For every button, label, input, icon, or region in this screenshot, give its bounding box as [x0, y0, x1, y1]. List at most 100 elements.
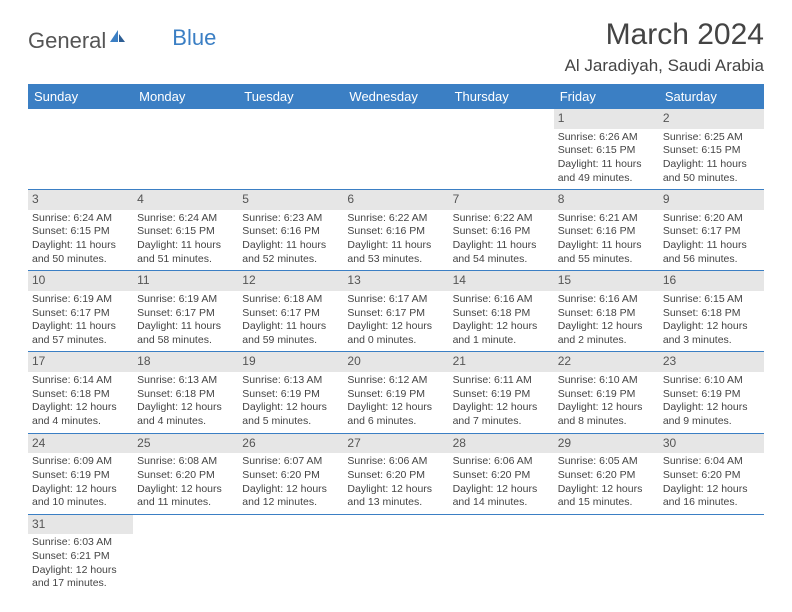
- sunset-text: Sunset: 6:18 PM: [453, 307, 550, 321]
- daylight-text: Daylight: 12 hours and 4 minutes.: [32, 401, 129, 428]
- day-body: Sunrise: 6:22 AMSunset: 6:16 PMDaylight:…: [343, 210, 448, 271]
- calendar-cell: 3Sunrise: 6:24 AMSunset: 6:15 PMDaylight…: [28, 190, 133, 271]
- day-body: Sunrise: 6:23 AMSunset: 6:16 PMDaylight:…: [238, 210, 343, 271]
- daylight-text: Daylight: 11 hours and 50 minutes.: [663, 158, 760, 185]
- day-number: 2: [659, 109, 764, 129]
- sunset-text: Sunset: 6:15 PM: [558, 144, 655, 158]
- sunrise-text: Sunrise: 6:23 AM: [242, 212, 339, 226]
- page-header: General Blue March 2024 Al Jaradiyah, Sa…: [28, 18, 764, 76]
- sunrise-text: Sunrise: 6:25 AM: [663, 131, 760, 145]
- day-body: Sunrise: 6:26 AMSunset: 6:15 PMDaylight:…: [554, 129, 659, 190]
- day-body: Sunrise: 6:21 AMSunset: 6:16 PMDaylight:…: [554, 210, 659, 271]
- calendar-cell: 1Sunrise: 6:26 AMSunset: 6:15 PMDaylight…: [554, 109, 659, 190]
- calendar-cell: [343, 514, 448, 595]
- calendar-cell: 16Sunrise: 6:15 AMSunset: 6:18 PMDayligh…: [659, 271, 764, 352]
- month-title: March 2024: [565, 18, 764, 52]
- sunset-text: Sunset: 6:20 PM: [663, 469, 760, 483]
- day-body: Sunrise: 6:25 AMSunset: 6:15 PMDaylight:…: [659, 129, 764, 190]
- calendar-cell: 8Sunrise: 6:21 AMSunset: 6:16 PMDaylight…: [554, 190, 659, 271]
- day-number: 11: [133, 271, 238, 291]
- calendar-cell: 21Sunrise: 6:11 AMSunset: 6:19 PMDayligh…: [449, 352, 554, 433]
- sunrise-text: Sunrise: 6:08 AM: [137, 455, 234, 469]
- calendar-cell: 15Sunrise: 6:16 AMSunset: 6:18 PMDayligh…: [554, 271, 659, 352]
- sunset-text: Sunset: 6:15 PM: [137, 225, 234, 239]
- sunset-text: Sunset: 6:15 PM: [32, 225, 129, 239]
- day-body: Sunrise: 6:13 AMSunset: 6:19 PMDaylight:…: [238, 372, 343, 433]
- sunrise-text: Sunrise: 6:07 AM: [242, 455, 339, 469]
- daylight-text: Daylight: 11 hours and 56 minutes.: [663, 239, 760, 266]
- day-number: 5: [238, 190, 343, 210]
- day-body: Sunrise: 6:19 AMSunset: 6:17 PMDaylight:…: [133, 291, 238, 352]
- calendar-cell: 23Sunrise: 6:10 AMSunset: 6:19 PMDayligh…: [659, 352, 764, 433]
- sunrise-text: Sunrise: 6:05 AM: [558, 455, 655, 469]
- sunrise-text: Sunrise: 6:17 AM: [347, 293, 444, 307]
- calendar-cell: 22Sunrise: 6:10 AMSunset: 6:19 PMDayligh…: [554, 352, 659, 433]
- col-sunday: Sunday: [28, 84, 133, 109]
- calendar-cell: 27Sunrise: 6:06 AMSunset: 6:20 PMDayligh…: [343, 433, 448, 514]
- sunrise-text: Sunrise: 6:19 AM: [32, 293, 129, 307]
- calendar-table: Sunday Monday Tuesday Wednesday Thursday…: [28, 84, 764, 595]
- sunrise-text: Sunrise: 6:14 AM: [32, 374, 129, 388]
- sunrise-text: Sunrise: 6:18 AM: [242, 293, 339, 307]
- sail-icon: [108, 28, 128, 44]
- day-number: 15: [554, 271, 659, 291]
- sunrise-text: Sunrise: 6:21 AM: [558, 212, 655, 226]
- calendar-cell: [28, 109, 133, 190]
- day-number: 29: [554, 434, 659, 454]
- sunset-text: Sunset: 6:19 PM: [663, 388, 760, 402]
- calendar-cell: 2Sunrise: 6:25 AMSunset: 6:15 PMDaylight…: [659, 109, 764, 190]
- calendar-cell: [238, 514, 343, 595]
- col-friday: Friday: [554, 84, 659, 109]
- daylight-text: Daylight: 12 hours and 12 minutes.: [242, 483, 339, 510]
- day-number: 8: [554, 190, 659, 210]
- calendar-cell: 14Sunrise: 6:16 AMSunset: 6:18 PMDayligh…: [449, 271, 554, 352]
- sunrise-text: Sunrise: 6:16 AM: [558, 293, 655, 307]
- sunset-text: Sunset: 6:21 PM: [32, 550, 129, 564]
- sunrise-text: Sunrise: 6:03 AM: [32, 536, 129, 550]
- day-number: 6: [343, 190, 448, 210]
- day-number: 19: [238, 352, 343, 372]
- sunrise-text: Sunrise: 6:04 AM: [663, 455, 760, 469]
- day-number: 12: [238, 271, 343, 291]
- daylight-text: Daylight: 11 hours and 54 minutes.: [453, 239, 550, 266]
- day-body: Sunrise: 6:20 AMSunset: 6:17 PMDaylight:…: [659, 210, 764, 271]
- calendar-cell: 18Sunrise: 6:13 AMSunset: 6:18 PMDayligh…: [133, 352, 238, 433]
- calendar-row: 24Sunrise: 6:09 AMSunset: 6:19 PMDayligh…: [28, 433, 764, 514]
- calendar-cell: 12Sunrise: 6:18 AMSunset: 6:17 PMDayligh…: [238, 271, 343, 352]
- sunset-text: Sunset: 6:19 PM: [558, 388, 655, 402]
- day-body: Sunrise: 6:04 AMSunset: 6:20 PMDaylight:…: [659, 453, 764, 514]
- day-body: Sunrise: 6:06 AMSunset: 6:20 PMDaylight:…: [449, 453, 554, 514]
- sunset-text: Sunset: 6:20 PM: [453, 469, 550, 483]
- sunset-text: Sunset: 6:19 PM: [347, 388, 444, 402]
- daylight-text: Daylight: 11 hours and 52 minutes.: [242, 239, 339, 266]
- sunrise-text: Sunrise: 6:26 AM: [558, 131, 655, 145]
- logo: General Blue: [28, 28, 216, 54]
- day-body: Sunrise: 6:24 AMSunset: 6:15 PMDaylight:…: [133, 210, 238, 271]
- calendar-cell: 5Sunrise: 6:23 AMSunset: 6:16 PMDaylight…: [238, 190, 343, 271]
- sunset-text: Sunset: 6:17 PM: [137, 307, 234, 321]
- calendar-cell: 10Sunrise: 6:19 AMSunset: 6:17 PMDayligh…: [28, 271, 133, 352]
- daylight-text: Daylight: 12 hours and 5 minutes.: [242, 401, 339, 428]
- sunrise-text: Sunrise: 6:24 AM: [137, 212, 234, 226]
- calendar-row: 17Sunrise: 6:14 AMSunset: 6:18 PMDayligh…: [28, 352, 764, 433]
- day-body: Sunrise: 6:24 AMSunset: 6:15 PMDaylight:…: [28, 210, 133, 271]
- sunrise-text: Sunrise: 6:22 AM: [453, 212, 550, 226]
- calendar-cell: 17Sunrise: 6:14 AMSunset: 6:18 PMDayligh…: [28, 352, 133, 433]
- daylight-text: Daylight: 12 hours and 11 minutes.: [137, 483, 234, 510]
- calendar-cell: 24Sunrise: 6:09 AMSunset: 6:19 PMDayligh…: [28, 433, 133, 514]
- sunset-text: Sunset: 6:17 PM: [242, 307, 339, 321]
- calendar-cell: [449, 514, 554, 595]
- calendar-cell: 9Sunrise: 6:20 AMSunset: 6:17 PMDaylight…: [659, 190, 764, 271]
- daylight-text: Daylight: 12 hours and 8 minutes.: [558, 401, 655, 428]
- day-body: Sunrise: 6:15 AMSunset: 6:18 PMDaylight:…: [659, 291, 764, 352]
- day-body: Sunrise: 6:17 AMSunset: 6:17 PMDaylight:…: [343, 291, 448, 352]
- day-number: 14: [449, 271, 554, 291]
- calendar-cell: 31Sunrise: 6:03 AMSunset: 6:21 PMDayligh…: [28, 514, 133, 595]
- sunset-text: Sunset: 6:20 PM: [242, 469, 339, 483]
- day-body: Sunrise: 6:10 AMSunset: 6:19 PMDaylight:…: [554, 372, 659, 433]
- calendar-row: 3Sunrise: 6:24 AMSunset: 6:15 PMDaylight…: [28, 190, 764, 271]
- logo-text-1: General: [28, 28, 106, 54]
- day-number: 31: [28, 515, 133, 535]
- sunset-text: Sunset: 6:16 PM: [558, 225, 655, 239]
- day-body: Sunrise: 6:11 AMSunset: 6:19 PMDaylight:…: [449, 372, 554, 433]
